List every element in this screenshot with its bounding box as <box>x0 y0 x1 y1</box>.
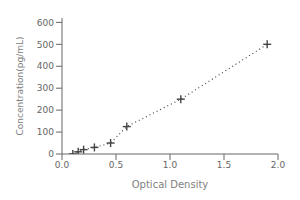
svg-text:1.0: 1.0 <box>163 160 178 170</box>
svg-text:0: 0 <box>48 149 54 159</box>
svg-text:Optical Density: Optical Density <box>132 179 209 190</box>
svg-text:600: 600 <box>37 18 54 28</box>
svg-text:500: 500 <box>37 40 54 50</box>
svg-text:300: 300 <box>37 83 54 93</box>
svg-text:Concentration(pg/mL): Concentration(pg/mL) <box>15 37 25 136</box>
svg-text:400: 400 <box>37 61 54 71</box>
svg-text:1.5: 1.5 <box>217 160 231 170</box>
svg-text:200: 200 <box>37 105 54 115</box>
svg-text:2.0: 2.0 <box>271 160 286 170</box>
svg-text:0.0: 0.0 <box>55 160 70 170</box>
svg-text:0.5: 0.5 <box>109 160 123 170</box>
svg-text:100: 100 <box>37 127 54 137</box>
